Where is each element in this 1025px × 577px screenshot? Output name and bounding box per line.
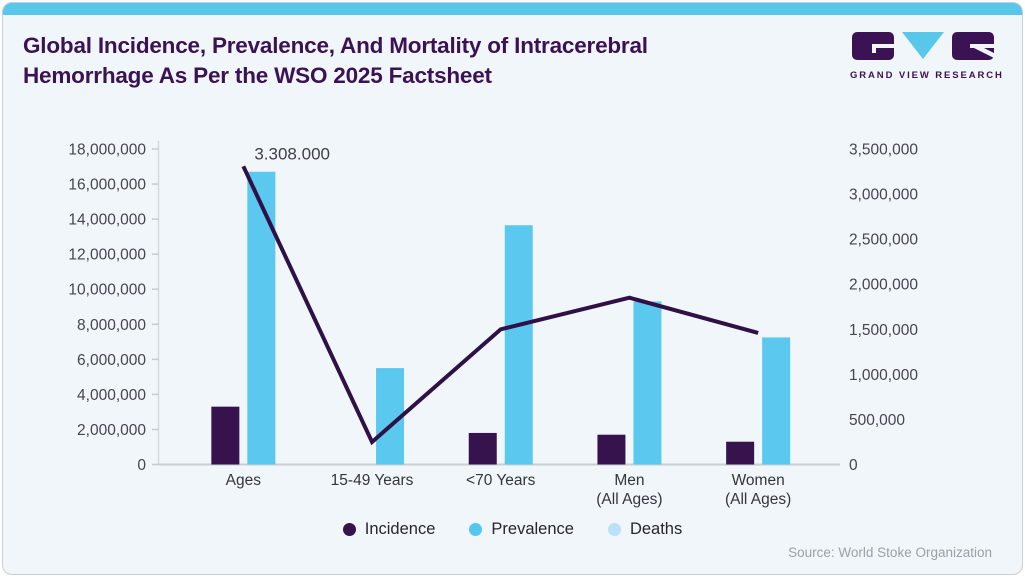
logo-v-icon xyxy=(902,32,944,59)
gvr-logo: GRAND VIEW RESEARCH xyxy=(850,31,1004,81)
bar-incidence-4 xyxy=(726,441,755,465)
left-axis-label: 0 xyxy=(137,457,146,474)
x-axis-category-label: Men xyxy=(614,472,644,489)
left-axis-label: 16,000,000 xyxy=(68,177,146,194)
legend-dot-icon xyxy=(342,523,356,536)
right-axis-label: 3,500,000 xyxy=(849,142,918,159)
left-axis-label: 4,000,000 xyxy=(77,387,146,404)
chart-canvas: 0 2,000,000 4,000,000 6,000,000 8,000,000 10,… xyxy=(68,141,918,508)
bar-incidence-0 xyxy=(211,406,240,465)
bar-prevalence-3 xyxy=(633,301,662,465)
title-line-2: Hemorrhage As Per the WSO 2025 Factsheet xyxy=(23,63,492,88)
x-axis-category-label: <70 Years xyxy=(466,472,536,489)
x-axis-category-label: Women xyxy=(732,472,785,489)
left-axis-label: 6,000,000 xyxy=(77,352,146,369)
right-axis-label: 1,000,000 xyxy=(849,367,918,384)
bar-prevalence-0 xyxy=(247,171,276,465)
legend-dot-icon xyxy=(607,523,621,536)
bar-prevalence-2 xyxy=(504,225,533,465)
source-note: Source: World Stoke Organization xyxy=(788,545,992,560)
left-axis-label: 14,000,000 xyxy=(68,212,146,229)
legend-item-deaths: Deaths xyxy=(607,520,683,539)
right-axis-label: 2,000,000 xyxy=(849,277,918,294)
x-axis-category-label: Ages xyxy=(226,472,262,489)
left-axis-label: 2,000,000 xyxy=(77,422,146,439)
bar-prevalence-4 xyxy=(762,337,791,465)
title-line-1: Global Incidence, Prevalence, And Mortal… xyxy=(23,33,648,58)
deaths-line xyxy=(241,165,759,446)
right-axis-label: 2,500,000 xyxy=(849,232,918,249)
logo-text: GRAND VIEW RESEARCH xyxy=(850,70,1004,81)
left-axis-label: 18,000,000 xyxy=(68,142,146,159)
bar-incidence-2 xyxy=(468,432,497,465)
page-title: Global Incidence, Prevalence, And Mortal… xyxy=(23,31,648,91)
right-axis-label: 1,500,000 xyxy=(849,322,918,339)
legend-item-prevalence: Prevalence xyxy=(469,520,574,539)
x-axis-category-label: (All Ages) xyxy=(725,491,791,508)
right-axis-label: 3,000,000 xyxy=(849,187,918,204)
left-axis-label: 10,000,000 xyxy=(68,282,146,299)
gvr-logo-mark xyxy=(852,32,994,60)
line-point-label: 3.308.000 xyxy=(254,144,330,163)
left-axis-label: 8,000,000 xyxy=(77,317,146,334)
legend-label: Prevalence xyxy=(491,520,574,538)
right-axis-label: 0 xyxy=(849,457,858,474)
legend-label: Incidence xyxy=(364,520,436,538)
bar-incidence-3 xyxy=(597,434,626,465)
x-axis-category-label: 15-49 Years xyxy=(331,472,414,489)
right-axis-label: 500,000 xyxy=(849,412,905,429)
left-axis-label: 12,000,000 xyxy=(68,247,146,264)
x-axis-category-label: (All Ages) xyxy=(596,491,662,508)
legend-label: Deaths xyxy=(629,520,683,538)
chart-legend: Incidence Prevalence Deaths xyxy=(3,520,1022,539)
top-accent-bar xyxy=(3,3,1022,15)
legend-dot-icon xyxy=(469,523,483,536)
legend-item-incidence: Incidence xyxy=(342,520,436,539)
